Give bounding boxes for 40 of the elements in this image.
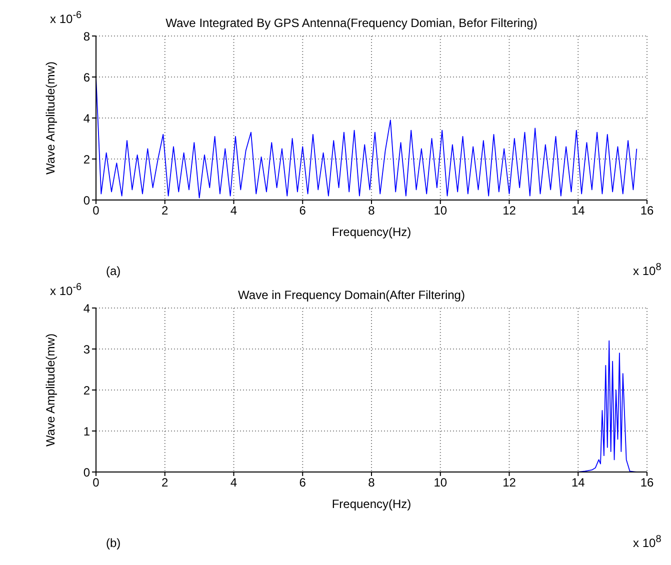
y-axis-title: Wave Amplitude(mw) <box>43 62 58 174</box>
x-tick-label: 4 <box>230 476 238 490</box>
text: x 10$^{8}$ <box>633 534 662 550</box>
text: x 10$^{-6}$ <box>50 10 82 26</box>
y-tick-label: 4 <box>83 301 90 316</box>
x-tick-label: 0 <box>92 204 100 218</box>
y-tick-label: 1 <box>83 424 90 438</box>
text: (a) <box>106 264 121 278</box>
text: x 10$^{8}$ <box>633 262 662 278</box>
y-tick-label: 2 <box>83 383 90 398</box>
y-tick-label: 2 <box>83 152 90 166</box>
x-tick-label: 14 <box>571 204 586 218</box>
y-axis-title: Wave Amplitude(mw) <box>43 334 58 446</box>
y-tick-label: 0 <box>83 465 90 480</box>
x-tick-label: 16 <box>640 476 654 490</box>
x-tick-label: 14 <box>571 476 586 490</box>
x-tick-label: 10 <box>434 476 448 490</box>
x-tick-label: 12 <box>502 476 516 490</box>
y-tick-label: 4 <box>83 111 90 126</box>
y-tick-label: 6 <box>83 70 90 84</box>
text: (b) <box>106 536 121 550</box>
x-tick-label: 0 <box>92 476 100 490</box>
x-tick-label: 8 <box>368 476 376 490</box>
x-tick-label: 2 <box>162 476 169 490</box>
x-tick-label: 8 <box>368 204 376 218</box>
x-tick-label: 10 <box>434 204 448 218</box>
x-tick-label: 2 <box>162 204 169 218</box>
x-tick-label: 4 <box>230 204 238 218</box>
x-tick-label: 16 <box>640 204 654 218</box>
text: x 10$^{-6}$ <box>50 282 82 298</box>
y-tick-label: 8 <box>83 29 90 44</box>
x-axis-title: Frequency(Hz) <box>332 225 412 239</box>
y-tick-label: 3 <box>83 342 90 356</box>
x-tick-label: 6 <box>299 476 306 490</box>
chart-title: Wave Integrated By GPS Antenna(Frequency Domian, Befor Filtering) <box>166 16 538 30</box>
x-tick-label: 6 <box>299 204 306 218</box>
y-tick-label: 0 <box>83 193 90 208</box>
x-tick-label: 12 <box>502 204 516 218</box>
chart-title: Wave in Frequency Domain(After Filtering) <box>238 288 465 302</box>
x-axis-title: Frequency(Hz) <box>332 497 412 511</box>
